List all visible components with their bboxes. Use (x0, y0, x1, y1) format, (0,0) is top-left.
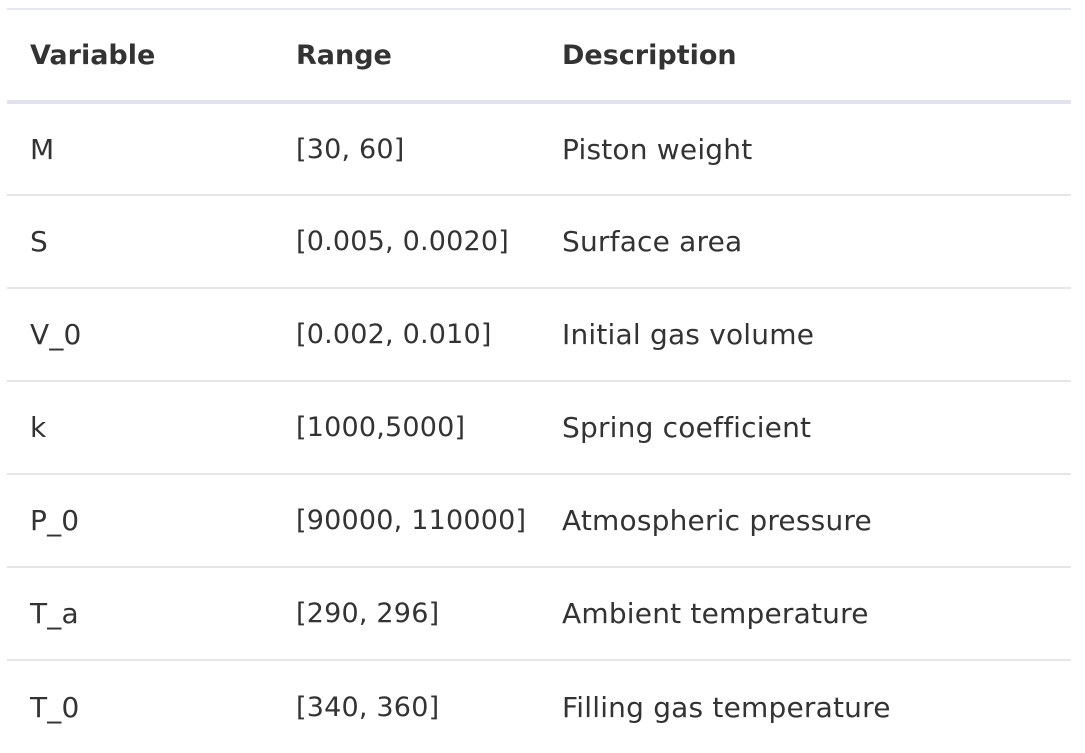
description-cell: Ambient temperature (562, 597, 869, 630)
range-cell: [340, 360] (296, 691, 440, 723)
description-cell: Initial gas volume (562, 318, 815, 351)
column-header-variable: Variable (30, 39, 156, 71)
variables-table-container: Variable Range Description M [30, 60] Pi… (7, 8, 1071, 753)
description-cell: Surface area (562, 225, 743, 258)
variable-cell: T_0 (30, 690, 80, 724)
range-cell: [0.002, 0.010] (296, 319, 492, 350)
column-header-description: Description (562, 39, 737, 71)
variable-cell: k (30, 411, 47, 444)
variables-table: Variable Range Description M [30, 60] Pi… (7, 8, 1071, 753)
range-cell: [1000,5000] (296, 412, 466, 443)
table-row: M [30, 60] Piston weight (7, 102, 1071, 195)
description-cell: Filling gas temperature (562, 690, 891, 724)
header-row: Variable Range Description (7, 9, 1071, 102)
description-cell: Piston weight (562, 132, 753, 166)
variable-cell: T_a (30, 597, 79, 630)
description-cell: Spring coefficient (562, 411, 812, 444)
range-cell: [0.005, 0.0020] (296, 226, 510, 257)
table-row: T_0 [340, 360] Filling gas temperature (7, 660, 1071, 753)
range-cell: [90000, 110000] (296, 505, 527, 536)
description-cell: Atmospheric pressure (562, 504, 872, 537)
table-row: T_a [290, 296] Ambient temperature (7, 567, 1071, 660)
range-cell: [290, 296] (296, 598, 440, 629)
variable-cell: S (30, 225, 48, 258)
table-row: P_0 [90000, 110000] Atmospheric pressure (7, 474, 1071, 567)
table-row: k [1000,5000] Spring coefficient (7, 381, 1071, 474)
column-header-range: Range (296, 39, 392, 71)
variable-cell: M (30, 132, 55, 166)
variable-cell: V_0 (30, 318, 82, 351)
table-row: S [0.005, 0.0020] Surface area (7, 195, 1071, 288)
table-header: Variable Range Description (7, 9, 1071, 102)
table-row: V_0 [0.002, 0.010] Initial gas volume (7, 288, 1071, 381)
table-body: M [30, 60] Piston weight S [0.005, 0.002… (7, 102, 1071, 753)
range-cell: [30, 60] (296, 133, 405, 165)
variable-cell: P_0 (30, 504, 80, 537)
